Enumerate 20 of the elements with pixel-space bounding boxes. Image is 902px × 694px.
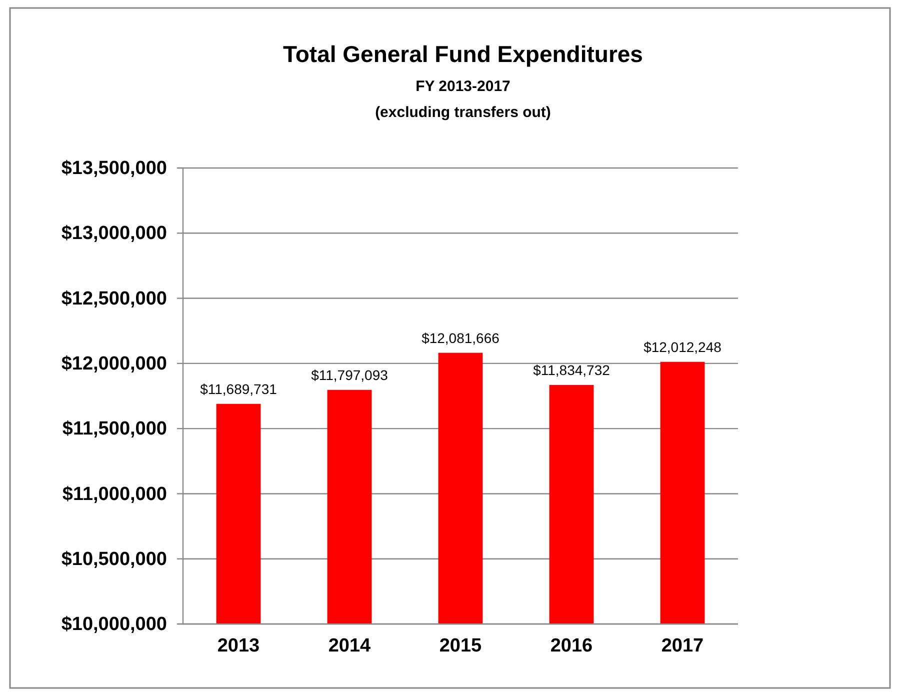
data-label: $12,012,248 xyxy=(644,338,722,355)
x-tick-label: 2017 xyxy=(661,635,704,656)
chart-title: Total General Fund Expenditures xyxy=(283,41,643,67)
y-tick-label: $13,000,000 xyxy=(61,223,167,244)
data-label: $11,797,093 xyxy=(311,366,388,383)
y-tick-label: $11,500,000 xyxy=(62,418,167,440)
y-tick-label: $12,000,000 xyxy=(61,354,167,375)
y-tick-label: $13,500,000 xyxy=(61,158,167,180)
y-tick-label: $10,500,000 xyxy=(61,548,167,570)
x-tick-label: 2013 xyxy=(217,635,260,656)
y-tick-label: $10,000,000 xyxy=(61,614,167,636)
chart-subtitle: FY 2013-2017 (excluding transfers out) xyxy=(375,78,551,121)
data-label: $12,081,666 xyxy=(422,330,500,346)
y-tick-label: $11,000,000 xyxy=(62,484,167,505)
x-tick-label: 2016 xyxy=(550,635,593,656)
data-label: $11,834,732 xyxy=(533,362,610,378)
x-tick-label: 2014 xyxy=(328,635,372,656)
x-tick-label: 2015 xyxy=(439,635,482,656)
data-label: $11,689,731 xyxy=(200,380,278,397)
y-tick-label: $12,500,000 xyxy=(61,288,167,310)
